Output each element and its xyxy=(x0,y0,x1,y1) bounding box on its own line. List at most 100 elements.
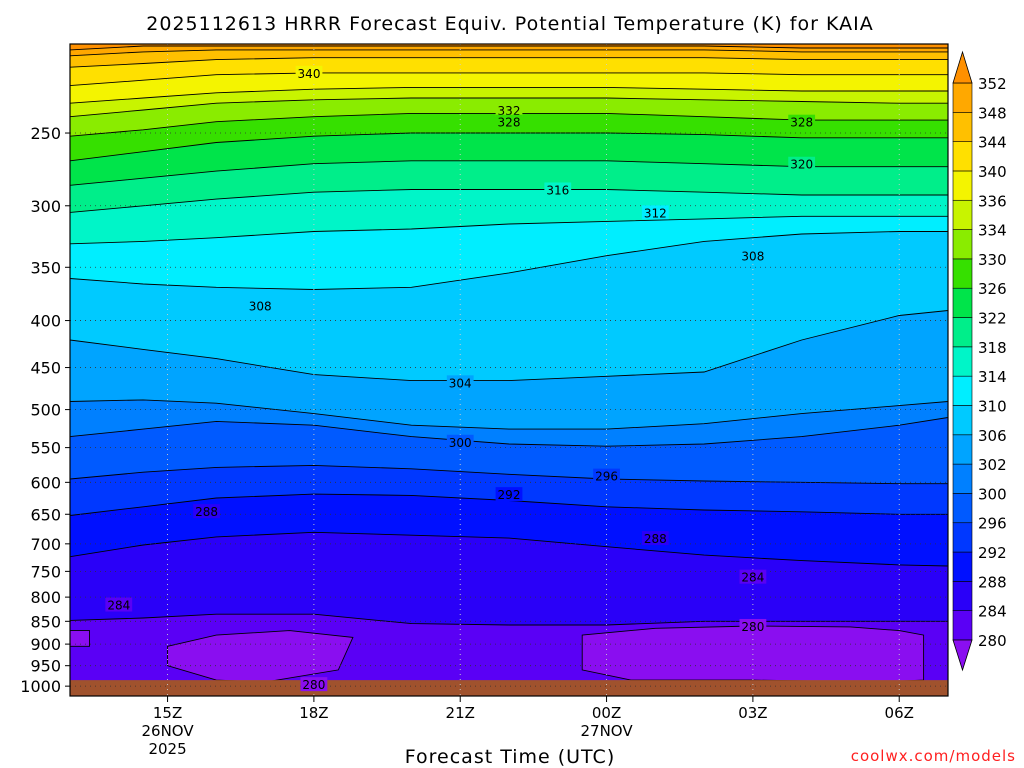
contour-label-text: 284 xyxy=(741,571,764,585)
contour-348 xyxy=(70,49,948,57)
contour-label: 292 xyxy=(495,487,523,502)
contour-label-text: 288 xyxy=(644,532,667,546)
y-tick-label: 650 xyxy=(30,505,61,524)
contour-label-bg xyxy=(193,504,220,519)
y-axis: 250 300 350 400 450 500 550 600 650 700 750 800 850 9… xyxy=(20,124,70,696)
y-tick-label: 900 xyxy=(30,635,61,654)
contour-322 xyxy=(70,160,948,186)
contour-344 xyxy=(70,57,948,68)
colorbar-label: 288 xyxy=(978,573,1007,591)
x-tick-date: 26NOV xyxy=(141,722,194,740)
colorbar-label: 344 xyxy=(978,134,1007,152)
colorbar-label: 352 xyxy=(978,75,1007,93)
contour-label-text: 304 xyxy=(449,376,472,390)
contour-label: 304 xyxy=(446,375,474,390)
contour-label: 312 xyxy=(641,205,669,220)
contour-label-bg xyxy=(495,114,523,129)
contour-label-text: 308 xyxy=(249,299,272,313)
contour-label: 340 xyxy=(295,65,323,81)
y-tick-label: 750 xyxy=(30,562,61,581)
contour-label-text: 296 xyxy=(595,470,618,484)
colorbar-label: 318 xyxy=(978,339,1007,357)
colorbar-label: 280 xyxy=(978,632,1007,650)
colorbar-segment xyxy=(952,141,973,172)
contour-352 xyxy=(70,45,948,51)
contour-label: 288 xyxy=(193,504,220,519)
contour-label-bg xyxy=(739,569,767,584)
y-tick-label: 300 xyxy=(30,197,61,216)
colorbar-label: 336 xyxy=(978,192,1007,210)
x-axis-label: Forecast Time (UTC) xyxy=(405,746,615,768)
colorbar-segment xyxy=(952,551,973,582)
contour-label-bg xyxy=(641,205,669,220)
x-tick-label: 21Z xyxy=(446,704,475,722)
colorbar-label: 296 xyxy=(978,515,1007,533)
y-tick-label: 500 xyxy=(30,401,61,420)
y-tick-label: 700 xyxy=(30,535,61,554)
contour-label: 280 xyxy=(739,618,767,634)
contour-label: 316 xyxy=(544,182,572,197)
contour-306 xyxy=(70,310,948,382)
colorbar-segment xyxy=(952,581,973,611)
contour-label-text: 328 xyxy=(790,116,813,130)
colorbar-segment xyxy=(952,610,973,641)
pocket-below-280 xyxy=(70,630,90,647)
contour-label-bg xyxy=(593,468,620,483)
contour-label-text: 300 xyxy=(449,436,472,450)
contour-label-text: 284 xyxy=(107,599,130,613)
colorbar-top-arrow xyxy=(952,50,973,84)
y-tick-label: 950 xyxy=(30,657,61,676)
contour-label-bg xyxy=(544,182,572,197)
colorbar-segment xyxy=(952,258,973,289)
contour-label-text: 288 xyxy=(195,505,218,519)
contour-label-bg xyxy=(739,618,767,633)
contour-label: 308 xyxy=(739,248,767,264)
contour-label-text: 332 xyxy=(498,104,521,118)
colorbar-label: 284 xyxy=(978,603,1007,621)
colorbar-segment xyxy=(952,434,973,465)
contour-label-bg xyxy=(105,597,133,612)
ground-fill xyxy=(70,680,948,696)
x-tick-label: 18Z xyxy=(299,704,328,722)
chart-title: 2025112613 HRRR Forecast Equiv. Potentia… xyxy=(146,13,873,35)
contour-label: 296 xyxy=(593,468,620,484)
contour-label-text: 280 xyxy=(741,620,764,634)
contour-296 xyxy=(70,464,948,485)
colorbar-segment xyxy=(952,493,973,524)
y-tick-label: 550 xyxy=(30,439,61,458)
contour-label-text: 340 xyxy=(298,67,321,81)
contour-288 xyxy=(70,531,948,567)
colorbar-label: 330 xyxy=(978,251,1007,269)
contour-label-text: 320 xyxy=(790,158,813,172)
y-tick-label: 850 xyxy=(30,612,61,631)
colorbar-label: 334 xyxy=(978,222,1007,240)
colorbar-segment xyxy=(952,82,973,113)
contour-label: 332 xyxy=(495,103,523,118)
contour-label: 300 xyxy=(446,434,474,450)
x-tick-label: 15Z xyxy=(153,704,182,722)
x-tick-label: 03Z xyxy=(738,704,767,722)
contour-314 xyxy=(70,215,948,245)
contour-label: 328 xyxy=(788,114,816,130)
colorbar-label: 292 xyxy=(978,544,1007,562)
contour-336 xyxy=(70,86,948,104)
colorbar-label: 300 xyxy=(978,485,1007,503)
colorbar: 280 284 288 292 296 300 302 306 310 314 318 322 326 3… xyxy=(952,50,1007,672)
colorbar-bottom-arrow xyxy=(952,639,973,672)
contour-label-bg xyxy=(246,298,274,313)
y-tick-label: 400 xyxy=(30,312,61,331)
y-tick-label: 1000 xyxy=(20,677,61,696)
colorbar-label: 340 xyxy=(978,163,1007,181)
colorbar-segment xyxy=(952,405,973,436)
contour-label-text: 308 xyxy=(741,250,764,264)
contour-label-bg xyxy=(446,434,474,449)
contour-334 xyxy=(70,97,948,118)
contour-284 xyxy=(70,613,948,626)
colorbar-label: 322 xyxy=(978,310,1007,328)
y-tick-label: 250 xyxy=(30,124,61,143)
colorbar-label: 310 xyxy=(978,397,1007,415)
contour-302 xyxy=(70,399,948,430)
